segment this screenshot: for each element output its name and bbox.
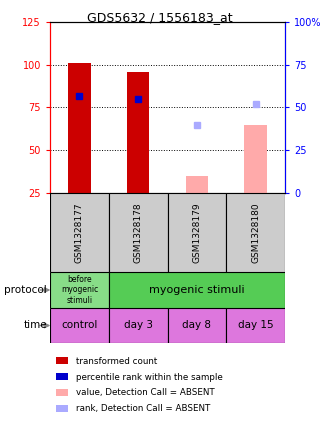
Text: percentile rank within the sample: percentile rank within the sample [76,373,222,382]
Text: GSM1328179: GSM1328179 [192,202,201,263]
Text: rank, Detection Call = ABSENT: rank, Detection Call = ABSENT [76,404,210,414]
Text: GSM1328177: GSM1328177 [75,202,84,263]
Bar [50,308,109,343]
Bar [109,193,167,272]
Text: control: control [61,321,98,330]
Text: value, Detection Call = ABSENT: value, Detection Call = ABSENT [76,388,214,398]
Text: myogenic stimuli: myogenic stimuli [149,285,245,295]
Bar [186,176,208,193]
Text: transformed count: transformed count [76,357,157,365]
Bar [109,308,167,343]
Text: GSM1328178: GSM1328178 [134,202,143,263]
Bar [109,272,285,308]
Bar [226,308,285,343]
Text: protocol: protocol [4,285,47,295]
Bar [167,308,226,343]
Text: day 3: day 3 [124,321,153,330]
Text: GDS5632 / 1556183_at: GDS5632 / 1556183_at [87,11,233,24]
Bar [127,71,149,193]
Bar [167,193,226,272]
Text: GSM1328180: GSM1328180 [251,202,260,263]
Text: day 15: day 15 [238,321,273,330]
Bar [68,63,91,193]
Bar [226,193,285,272]
Text: time: time [23,321,47,330]
Bar [50,272,109,308]
Bar [244,125,267,193]
Bar [50,193,109,272]
Text: before
myogenic
stimuli: before myogenic stimuli [61,275,98,305]
Text: day 8: day 8 [182,321,212,330]
